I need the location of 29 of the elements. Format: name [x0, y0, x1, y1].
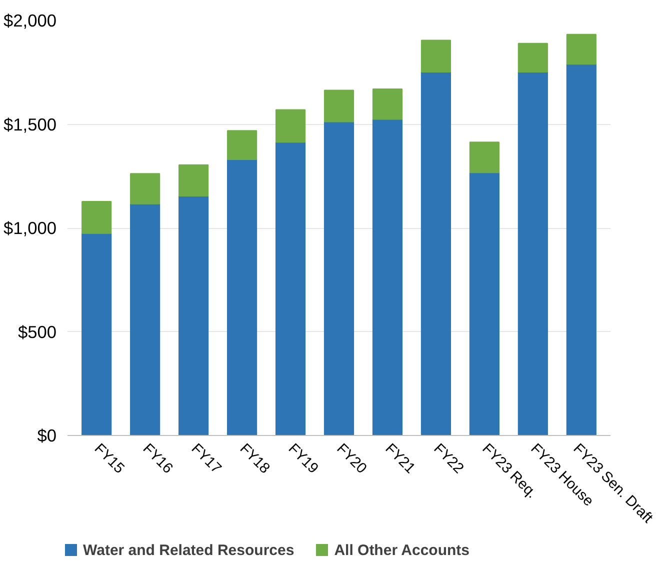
- legend-item: Water and Related Resources: [65, 542, 294, 559]
- bar: [566, 34, 596, 65]
- y-tick-label: $1,500: [4, 114, 56, 134]
- bar: [226, 159, 258, 436]
- bar: [324, 90, 354, 122]
- bar: [178, 164, 209, 197]
- bar: [275, 109, 306, 143]
- bar: [518, 71, 548, 436]
- bar: [469, 142, 500, 174]
- y-tick-label: $500: [18, 322, 57, 342]
- bar: [420, 40, 452, 72]
- bar: [226, 130, 258, 160]
- bar: [372, 88, 403, 120]
- y-tick-label: $0: [37, 426, 57, 446]
- bar: [130, 173, 160, 204]
- bar: [566, 64, 596, 436]
- bar: [324, 121, 354, 436]
- bar: [82, 232, 112, 436]
- bar: [178, 196, 209, 436]
- y-tick-label: $1,000: [4, 218, 56, 238]
- y-tick-label: $2,000: [4, 10, 56, 30]
- bar: [372, 118, 403, 436]
- bar: [130, 203, 160, 436]
- bar: [275, 142, 306, 436]
- legend-item: All Other Accounts: [316, 542, 470, 559]
- bar: [420, 71, 452, 436]
- bar: [82, 200, 112, 234]
- bar: [518, 42, 548, 72]
- bar: [469, 172, 500, 436]
